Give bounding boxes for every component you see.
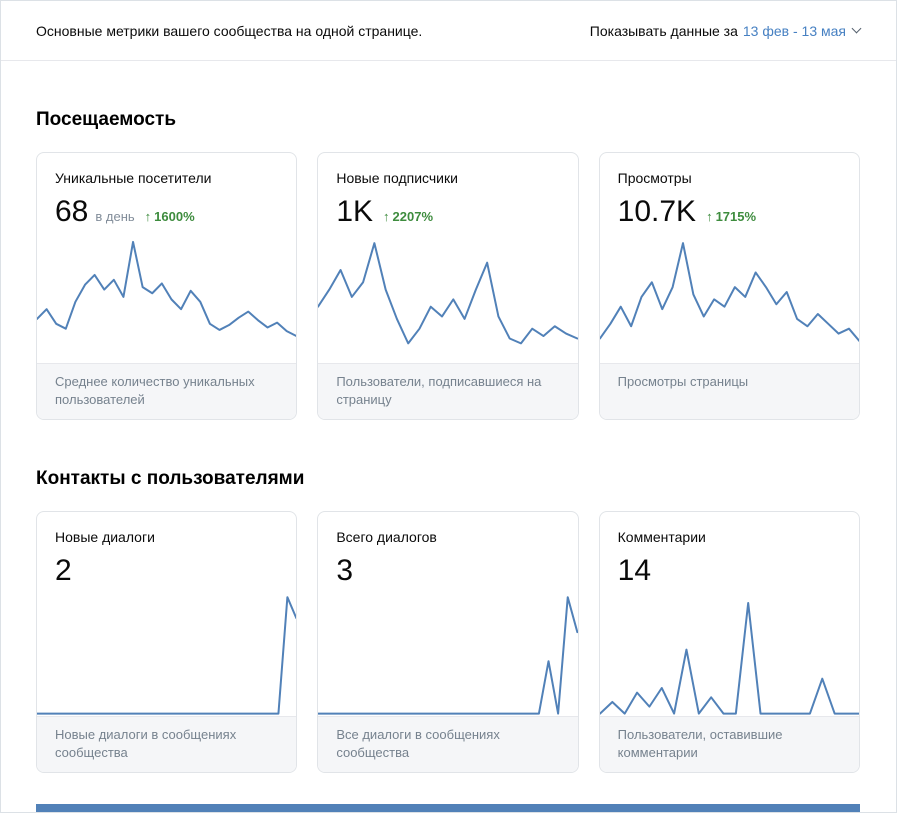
card-description: Среднее количество уникальных пользовате… <box>37 363 297 419</box>
card-value: 14 <box>617 554 652 587</box>
contacts-cards-row: Новые диалоги 2 Новые диалоги в сообщени… <box>36 511 860 773</box>
card-title: Уникальные посетители <box>55 170 212 186</box>
delta-badge: ↑ 2207% <box>383 209 433 224</box>
up-arrow-icon: ↑ <box>383 209 390 224</box>
card-value-row: 14 <box>618 554 841 588</box>
card-value-row: 68 в день ↑ 1600% <box>55 195 278 229</box>
card-description: Все диалоги в сообщениях сообщества <box>318 716 578 772</box>
delta-badge: ↑ 1715% <box>706 209 756 224</box>
card-title: Новые подписчики <box>336 170 458 186</box>
card-description: Просмотры страницы <box>599 363 859 419</box>
delta-percent: 2207% <box>392 209 434 224</box>
metric-card-total-dialogs: Всего диалогов 3 Все диалоги в сообщения… <box>317 511 579 773</box>
top-bar: Основные метрики вашего сообщества на од… <box>1 1 896 61</box>
card-value: 10.7K <box>617 195 697 228</box>
delta-percent: 1715% <box>715 209 757 224</box>
card-head: Комментарии 14 <box>600 512 859 588</box>
card-title: Всего диалогов <box>336 529 437 545</box>
card-description: Пользователи, оставившие комментарии <box>599 716 859 772</box>
sparkline-chart-unique-visitors <box>37 237 296 363</box>
sparkline-chart-total-dialogs <box>318 596 577 716</box>
date-range-label: Показывать данные за <box>589 22 738 39</box>
metric-card-comments: Комментарии 14 Пользователи, оставившие … <box>598 511 860 773</box>
sparkline-chart-new-subscribers <box>318 237 577 363</box>
card-title: Комментарии <box>617 529 706 545</box>
card-value-row: 3 <box>336 554 559 588</box>
card-value: 3 <box>336 554 354 587</box>
date-range-selector[interactable]: Показывать данные за 13 фев - 13 мая <box>589 22 862 39</box>
section-title-visits: Посещаемость <box>36 109 177 130</box>
metric-card-new-dialogs: Новые диалоги 2 Новые диалоги в сообщени… <box>36 511 298 773</box>
card-head: Уникальные посетители 68 в день ↑ 1600% <box>37 153 296 229</box>
date-range-value[interactable]: 13 фев - 13 мая <box>742 22 846 39</box>
card-head: Всего диалогов 3 <box>318 512 577 588</box>
delta-percent: 1600% <box>154 209 195 224</box>
metric-card-unique-visitors: Уникальные посетители 68 в день ↑ 1600% С… <box>36 152 298 420</box>
card-head: Новые подписчики 1K ↑ 2207% <box>318 153 577 229</box>
card-head: Новые диалоги 2 <box>37 512 296 588</box>
bottom-strip <box>36 804 860 812</box>
chevron-down-icon <box>851 23 862 34</box>
metric-card-views: Просмотры 10.7K ↑ 1715% Просмотры страниц… <box>598 152 860 420</box>
card-title: Просмотры <box>617 170 692 186</box>
sparkline-chart-views <box>600 237 859 363</box>
visits-cards-row: Уникальные посетители 68 в день ↑ 1600% С… <box>36 152 860 420</box>
card-value: 1K <box>336 195 374 228</box>
card-value-row: 10.7K ↑ 1715% <box>618 195 841 229</box>
card-value: 2 <box>55 554 72 587</box>
up-arrow-icon: ↑ <box>706 209 713 224</box>
delta-badge: ↑ 1600% <box>145 209 195 224</box>
card-value-row: 2 <box>55 554 278 588</box>
main-content: Посещаемость Уникальные посетители 68 в … <box>1 61 896 812</box>
card-value-row: 1K ↑ 2207% <box>336 195 559 229</box>
section-title-contacts: Контакты с пользователями <box>36 468 305 489</box>
card-title: Новые диалоги <box>55 529 155 545</box>
sparkline-chart-comments <box>600 596 859 716</box>
card-value-suffix: в день <box>95 209 135 224</box>
page-subtitle: Основные метрики вашего сообщества на од… <box>36 22 423 39</box>
up-arrow-icon: ↑ <box>144 209 152 224</box>
metric-card-new-subscribers: Новые подписчики 1K ↑ 2207% Пользователи,… <box>317 152 579 420</box>
card-head: Просмотры 10.7K ↑ 1715% <box>600 153 859 229</box>
card-description: Новые диалоги в сообщениях сообщества <box>37 716 297 772</box>
card-description: Пользователи, подписавшиеся на страницу <box>318 363 578 419</box>
sparkline-chart-new-dialogs <box>37 596 296 716</box>
card-value: 68 <box>55 195 89 228</box>
